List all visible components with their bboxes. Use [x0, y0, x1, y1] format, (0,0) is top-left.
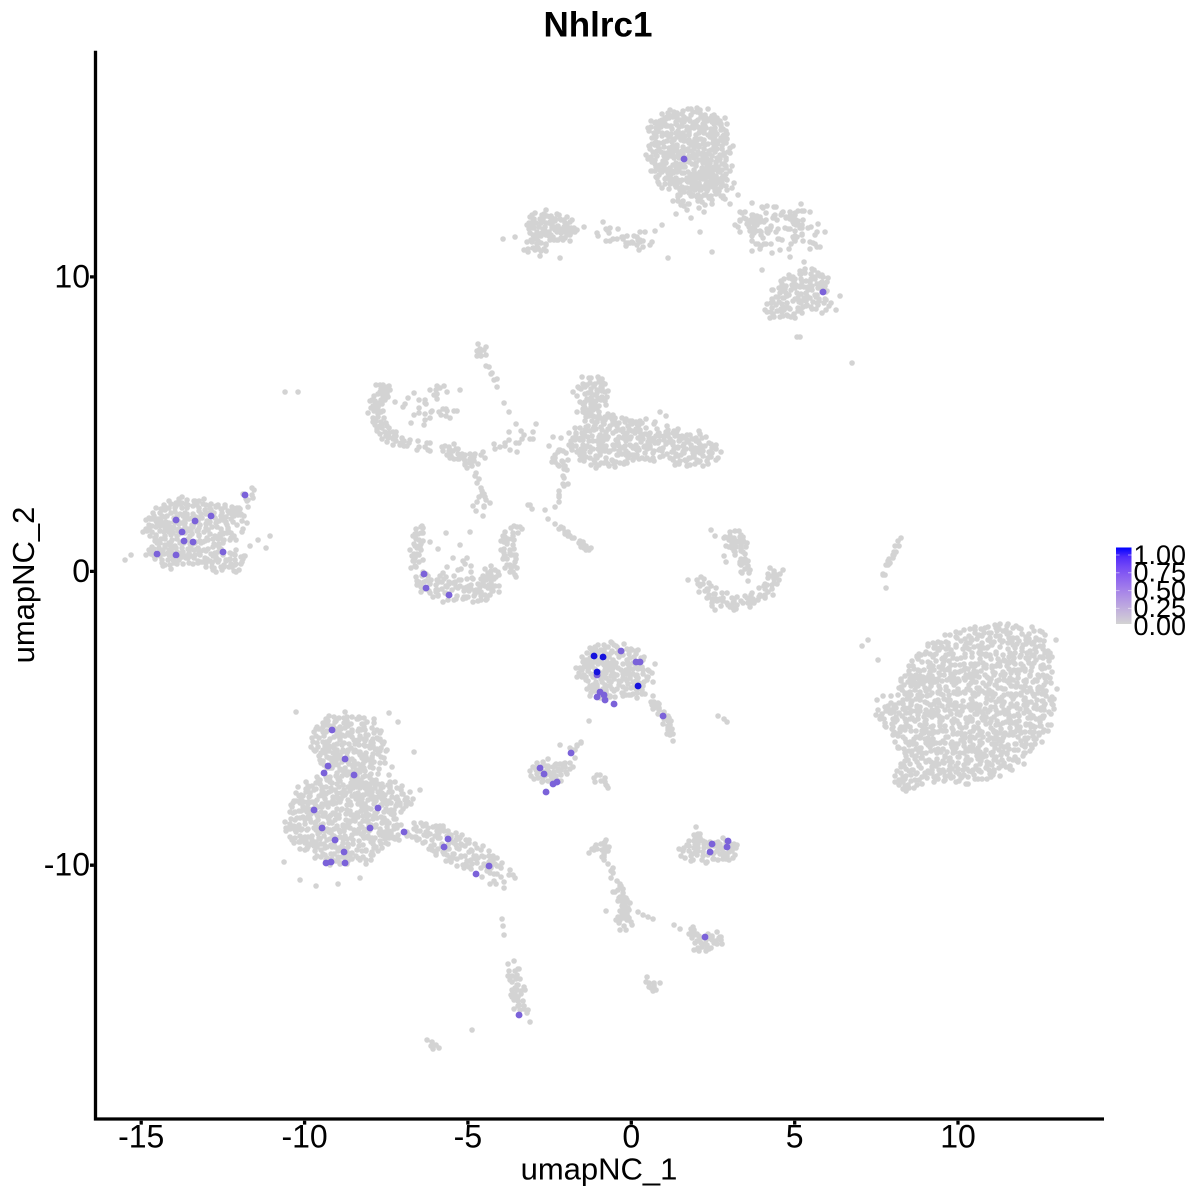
- svg-text:0: 0: [72, 553, 90, 589]
- svg-text:-10: -10: [281, 1119, 327, 1155]
- svg-text:10: 10: [940, 1119, 976, 1155]
- svg-text:-5: -5: [454, 1119, 482, 1155]
- svg-text:umapNC_1: umapNC_1: [521, 1152, 678, 1187]
- svg-text:Nhlrc1: Nhlrc1: [544, 5, 653, 44]
- svg-text:0.00: 0.00: [1134, 611, 1187, 641]
- svg-text:-15: -15: [118, 1119, 164, 1155]
- svg-text:0: 0: [622, 1119, 640, 1155]
- svg-text:10: 10: [54, 258, 90, 294]
- svg-text:umapNC_2: umapNC_2: [6, 507, 41, 664]
- svg-text:0.50: 0.50: [1134, 575, 1187, 605]
- svg-text:-10: -10: [44, 847, 90, 883]
- svg-text:0.25: 0.25: [1134, 593, 1187, 623]
- svg-text:0.75: 0.75: [1134, 558, 1187, 588]
- svg-text:1.00: 1.00: [1134, 540, 1187, 570]
- svg-text:5: 5: [786, 1119, 804, 1155]
